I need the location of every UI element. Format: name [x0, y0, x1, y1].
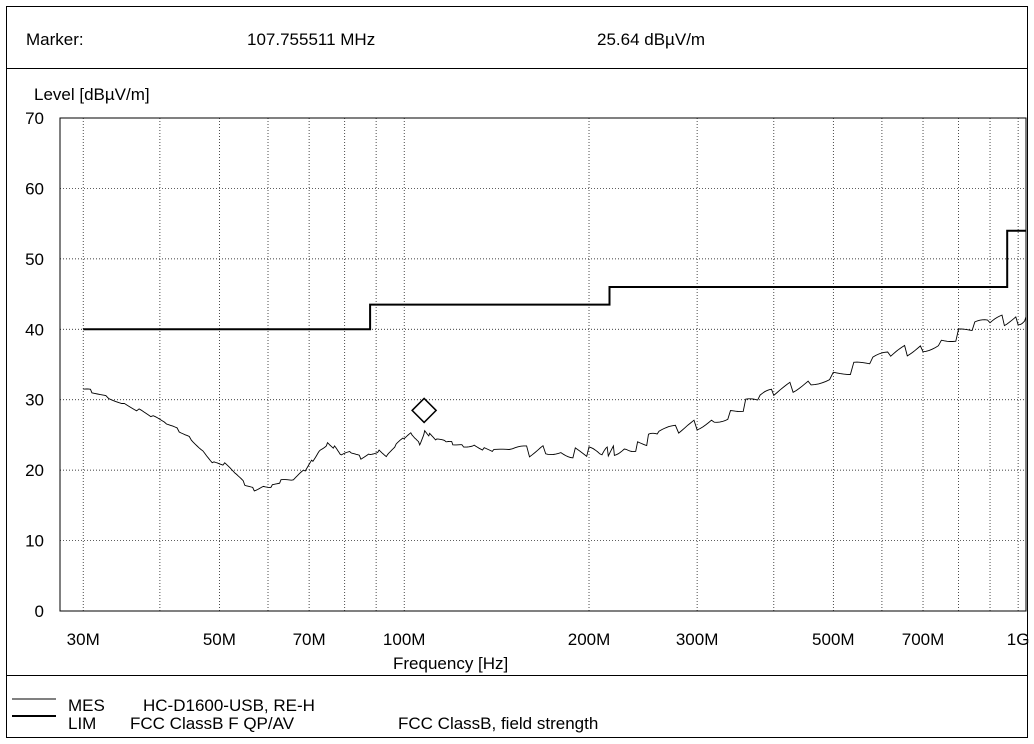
series-lim-line	[83, 229, 1026, 331]
marker-diamond-icon	[411, 397, 438, 424]
marker-divider	[6, 68, 1028, 69]
y-tick-label: 50	[25, 250, 44, 269]
legend-mes-tag: MES	[68, 696, 105, 715]
x-tick-label: 1G	[1007, 630, 1030, 649]
y-tick-label: 60	[25, 179, 44, 198]
y-axis-label: Level [dBµV/m]	[34, 85, 150, 104]
x-tick-label: 700M	[902, 630, 945, 649]
marker-frequency: 107.755511 MHz	[247, 30, 376, 49]
x-axis-label: Frequency [Hz]	[393, 654, 509, 673]
legend-mes-name: HC-D1600-USB, RE-H	[143, 696, 315, 715]
marker-level: 25.64 dBµV/m	[597, 30, 706, 49]
legend-lim-desc: FCC ClassB, field strength	[398, 714, 599, 733]
series-mes-line	[83, 314, 1027, 492]
x-tick-label: 50M	[203, 630, 236, 649]
legend-lim-tag: LIM	[68, 714, 97, 733]
x-tick-label: 200M	[568, 630, 611, 649]
y-tick-label: 30	[25, 391, 44, 410]
x-tick-label: 100M	[383, 630, 426, 649]
y-tick-label: 70	[25, 109, 44, 128]
legend-divider	[6, 675, 1028, 676]
legend-lim-name: FCC ClassB F QP/AV	[130, 714, 295, 733]
y-tick-label: 20	[25, 461, 44, 480]
x-tick-label: 300M	[676, 630, 719, 649]
y-tick-label: 0	[35, 602, 44, 621]
x-tick-label: 30M	[67, 630, 100, 649]
y-tick-label: 10	[25, 532, 44, 551]
y-tick-label: 40	[25, 320, 44, 339]
marker-label: Marker:	[26, 30, 84, 49]
x-tick-label: 70M	[293, 630, 326, 649]
chart-frame	[6, 6, 1028, 738]
plot-area	[59, 117, 1027, 612]
x-tick-label: 500M	[812, 630, 855, 649]
